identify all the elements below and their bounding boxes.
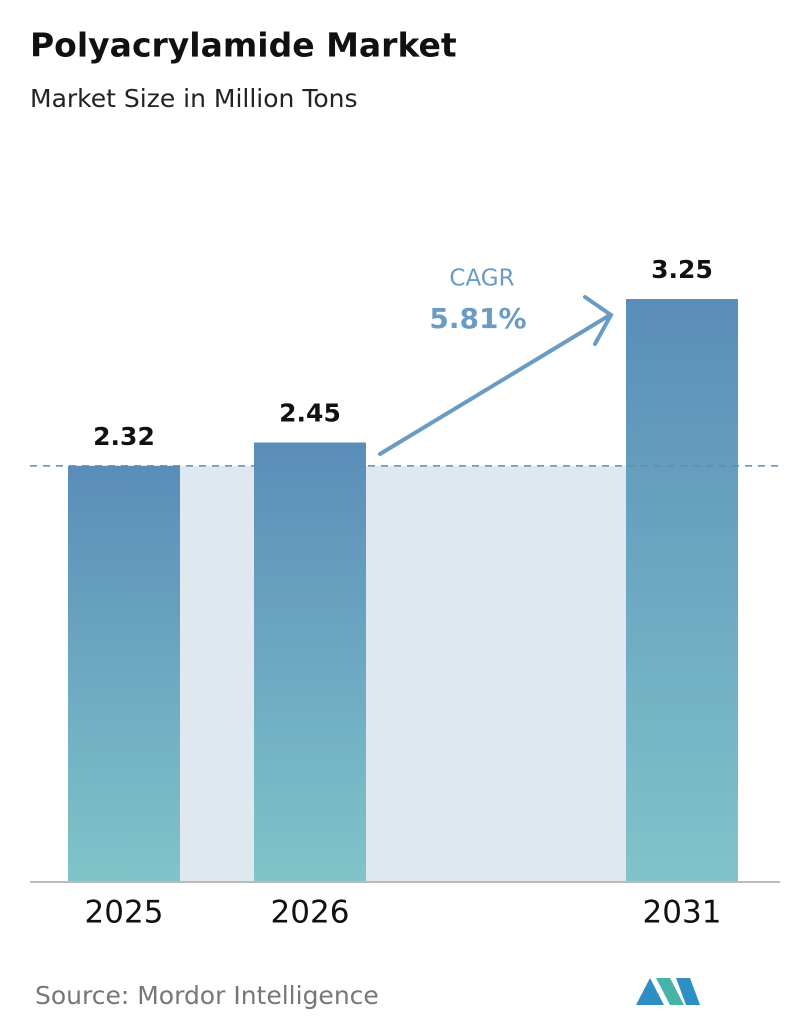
x-tick-label: 2026 — [271, 895, 350, 931]
value-label: 2.32 — [93, 422, 155, 451]
cagr-label: CAGR — [449, 266, 514, 292]
bar — [68, 465, 180, 882]
x-tick-label: 2031 — [643, 895, 722, 931]
bar — [254, 442, 366, 882]
cagr-value: 5.81% — [429, 302, 526, 335]
logo — [636, 978, 700, 1005]
x-tick-label: 2025 — [85, 895, 164, 931]
bar — [626, 299, 738, 882]
chart-title: Polyacrylamide Market — [30, 26, 457, 65]
chart-subtitle: Market Size in Million Tons — [30, 84, 358, 113]
cagr-arrow — [378, 295, 614, 456]
value-label: 3.25 — [651, 255, 713, 284]
source: Source: Mordor Intelligence — [35, 981, 379, 1010]
value-label: 2.45 — [279, 399, 341, 428]
